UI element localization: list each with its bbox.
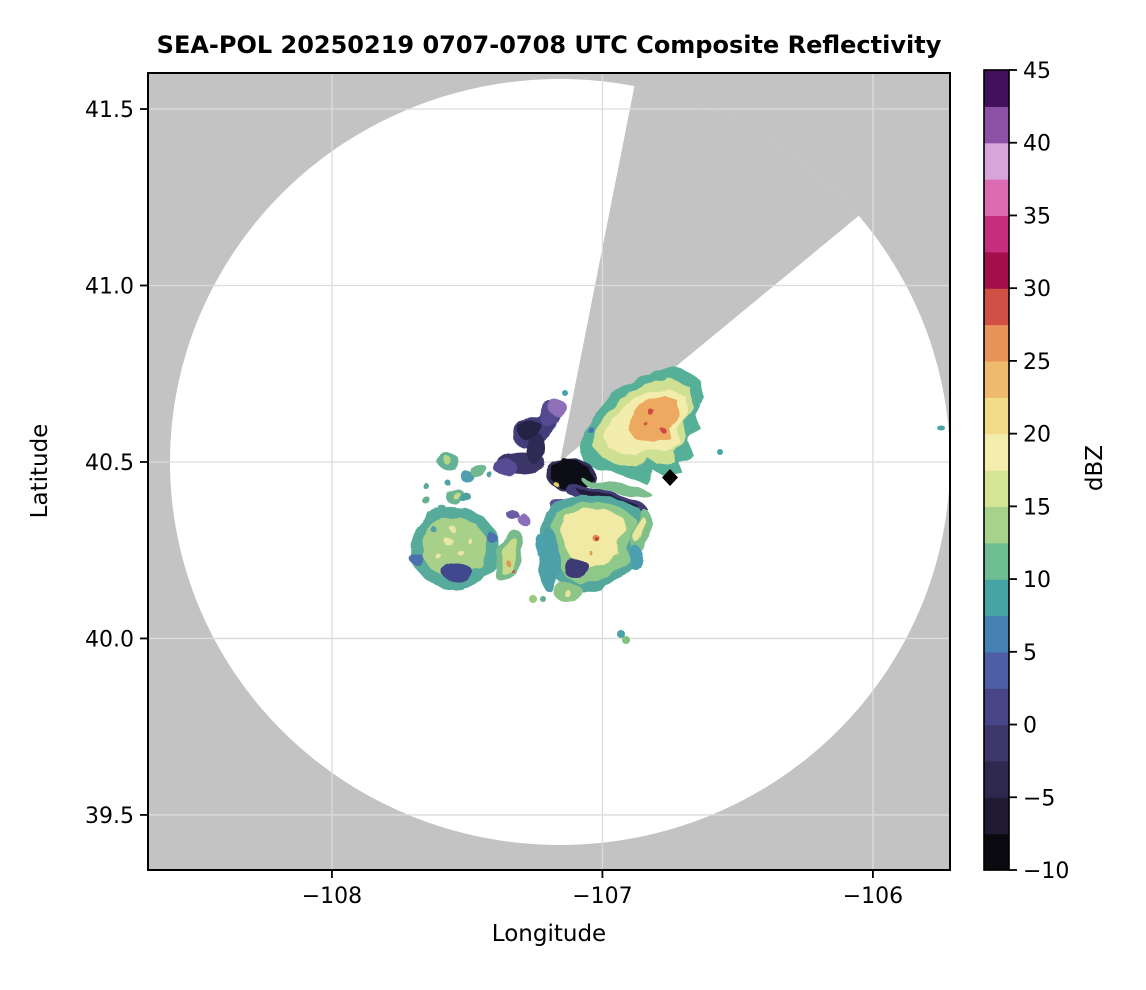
y-tick-label: 40.0 xyxy=(85,627,134,652)
colorbar-tick-label: 35 xyxy=(1023,204,1051,229)
colorbar-block xyxy=(984,760,1009,798)
colorbar-ticks: 45 40 35 30 25 20 15 10 5 0 −5 −10 xyxy=(1009,59,1069,884)
y-tick-label: 41.5 xyxy=(85,98,134,123)
colorbar-block xyxy=(984,397,1009,435)
colorbar-tick-label: 20 xyxy=(1023,423,1051,448)
colorbar-block xyxy=(984,433,1009,471)
y-tick-label: 40.5 xyxy=(85,451,134,476)
y-axis-ticks: 41.5 41.0 40.5 40.0 39.5 xyxy=(85,98,148,829)
colorbar-tick-label: 10 xyxy=(1023,568,1051,593)
colorbar-block xyxy=(984,688,1009,726)
colorbar-block xyxy=(984,542,1009,580)
colorbar-label: dBZ xyxy=(1082,445,1108,491)
gridlines xyxy=(148,73,950,870)
x-tick-label: −107 xyxy=(572,884,632,909)
colorbar-outline xyxy=(983,69,1010,871)
colorbar-tick-label: 15 xyxy=(1023,495,1051,520)
x-axis-ticks: −108 −107 −106 xyxy=(302,870,903,909)
colorbar-block xyxy=(984,651,1009,689)
reflectivity-echoes xyxy=(410,368,703,601)
y-tick-label: 39.5 xyxy=(85,804,134,829)
colorbar-block xyxy=(984,833,1009,871)
colorbar-tick-label: 40 xyxy=(1023,132,1051,157)
x-axis-label: Longitude xyxy=(492,921,606,947)
colorbar-block xyxy=(984,70,1009,107)
colorbar-block xyxy=(984,724,1009,762)
colorbar-tick-label: 45 xyxy=(1023,59,1051,84)
x-tick-label: −108 xyxy=(302,884,362,909)
colorbar-tick-label: 0 xyxy=(1023,714,1037,739)
colorbar-block xyxy=(984,179,1009,217)
colorbar-block xyxy=(984,324,1009,362)
colorbar-block xyxy=(984,579,1009,617)
colorbar-block xyxy=(984,215,1009,253)
colorbar-block xyxy=(984,251,1009,289)
colorbar-block xyxy=(984,360,1009,398)
colorbar-tick-label: −10 xyxy=(1023,859,1069,884)
site-marker-diamond xyxy=(662,469,678,486)
colorbar-tick-label: 30 xyxy=(1023,277,1051,302)
colorbar-block xyxy=(984,106,1009,144)
colorbar-block xyxy=(984,142,1009,180)
reflectivity-specks xyxy=(529,390,945,644)
colorbar-block xyxy=(984,288,1009,326)
colorbar-tick-label: −5 xyxy=(1023,786,1055,811)
colorbar-tick-label: 5 xyxy=(1023,641,1037,666)
x-tick-label: −106 xyxy=(843,884,903,909)
colorbar-tick-label: 25 xyxy=(1023,350,1051,375)
axes-frame xyxy=(147,72,951,871)
colorbar xyxy=(984,70,1009,871)
y-axis-label: Latitude xyxy=(27,424,53,519)
plot-title: SEA-POL 20250219 0707-0708 UTC Composite… xyxy=(157,31,942,59)
y-tick-label: 41.0 xyxy=(85,274,134,299)
colorbar-block xyxy=(984,615,1009,653)
colorbar-block xyxy=(984,506,1009,544)
colorbar-block xyxy=(984,797,1009,835)
colorbar-block xyxy=(984,470,1009,507)
blocked-sector-wedge xyxy=(560,85,859,463)
